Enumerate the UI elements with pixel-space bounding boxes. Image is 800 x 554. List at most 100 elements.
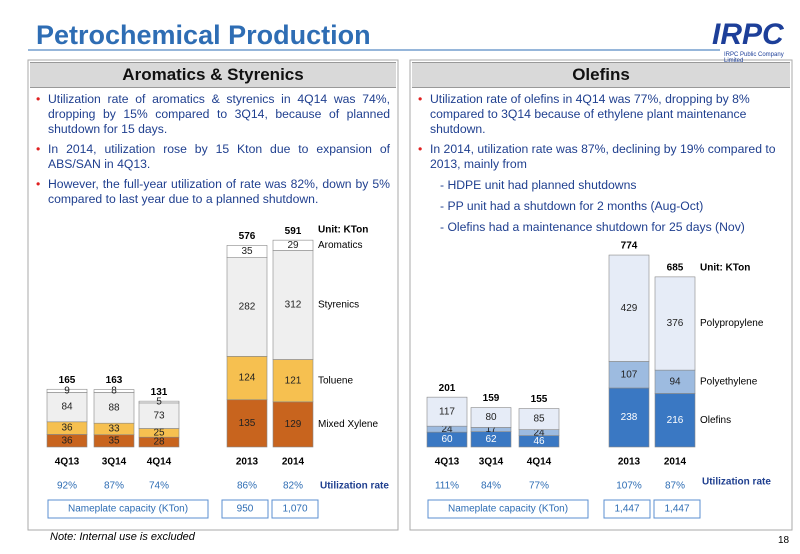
- series-label: Aromatics: [318, 240, 362, 251]
- value-label: 24: [533, 427, 545, 438]
- utilization: 82%: [283, 481, 303, 492]
- right-panel: [409, 59, 793, 531]
- panel-title: Aromatics & Styrenics: [30, 62, 396, 88]
- category-label: 2013: [618, 457, 641, 468]
- series-label: Olefins: [700, 415, 731, 426]
- capacity-box: [221, 499, 269, 519]
- capacity-box: [653, 499, 701, 519]
- value-label: 28: [153, 437, 165, 448]
- total-label: 591: [285, 226, 302, 237]
- sub-item: - PP unit had a shutdown for 2 months (A…: [440, 199, 704, 213]
- capacity-box: [47, 499, 209, 519]
- bar-segment: [608, 387, 650, 448]
- value-label: 62: [485, 434, 497, 445]
- value-label: 33: [108, 424, 120, 435]
- value-label: 35: [241, 246, 253, 257]
- value-label: 238: [621, 412, 638, 423]
- value-label: 9: [64, 385, 70, 396]
- value-label: 429: [621, 303, 638, 314]
- utilization-label: Utilization rate: [320, 481, 389, 492]
- capacity-value: 1,447: [614, 504, 639, 515]
- value-label: 135: [239, 418, 256, 429]
- value-label: 94: [669, 376, 681, 387]
- series-label: Polyethylene: [700, 376, 758, 387]
- category-label: 2014: [664, 457, 687, 468]
- value-label: 60: [441, 434, 453, 445]
- value-label: 84: [61, 402, 73, 413]
- bar-segment: [608, 254, 650, 362]
- total-label: 159: [483, 393, 500, 404]
- utilization: 74%: [149, 481, 169, 492]
- bar-segment: [426, 396, 468, 427]
- total-label: 201: [439, 383, 456, 394]
- bar-segment: [470, 407, 512, 428]
- bar-segment: [654, 276, 696, 371]
- bullets: Utilization rate of aromatics & styrenic…: [34, 92, 390, 212]
- sub-item: - Olefins had a maintenance shutdown for…: [440, 220, 745, 234]
- value-label: 312: [285, 300, 302, 311]
- value-label: 17: [485, 424, 497, 435]
- value-label: 35: [108, 436, 120, 447]
- bullet: Utilization rate of olefins in 4Q14 was …: [430, 92, 784, 137]
- bar-segment: [226, 356, 268, 401]
- bar-segment: [272, 401, 314, 448]
- total-label: 685: [667, 263, 684, 274]
- value-label: 8: [111, 386, 117, 397]
- total-label: 131: [151, 387, 168, 398]
- bar-segment: [272, 239, 314, 251]
- utilization: 87%: [104, 481, 124, 492]
- capacity-label: Nameplate capacity (KTon): [448, 504, 568, 515]
- value-label: 107: [621, 369, 638, 380]
- utilization: 86%: [237, 481, 257, 492]
- bar-segment: [46, 392, 88, 423]
- capacity-box: [603, 499, 651, 519]
- value-label: 5: [156, 397, 162, 408]
- bar-segment: [226, 399, 268, 448]
- series-label: Polypropylene: [700, 318, 764, 329]
- bar-segment: [272, 250, 314, 360]
- category-label: 3Q14: [102, 457, 127, 468]
- series-label: Mixed Xylene: [318, 419, 378, 430]
- utilization: 111%: [435, 481, 459, 492]
- category-label: 2014: [282, 457, 305, 468]
- value-label: 73: [153, 410, 165, 421]
- category-label: 4Q13: [55, 457, 80, 468]
- bar-segment: [226, 245, 268, 258]
- bar-segment: [93, 389, 135, 393]
- logo: IRPC: [712, 18, 784, 51]
- value-label: 117: [439, 406, 455, 417]
- total-label: 163: [106, 375, 123, 386]
- category-label: 4Q14: [147, 457, 172, 468]
- capacity-box: [271, 499, 319, 519]
- utilization: 77%: [529, 481, 549, 492]
- category-label: 4Q13: [435, 457, 460, 468]
- sub-item: - HDPE unit had planned shutdowns: [440, 178, 637, 192]
- bullet: Utilization rate of aromatics & styrenic…: [48, 92, 390, 137]
- total-label: 155: [531, 394, 548, 405]
- bar-segment: [46, 388, 88, 393]
- series-label: Styrenics: [318, 300, 359, 311]
- capacity-value: 1,447: [664, 504, 689, 515]
- utilization: 84%: [481, 481, 501, 492]
- value-label: 36: [61, 423, 73, 434]
- note: Note: Internal use is excluded: [50, 531, 195, 543]
- utilization: 107%: [616, 481, 642, 492]
- sub-items: - HDPE unit had planned shutdowns - PP un…: [440, 175, 745, 238]
- unit-label: Unit: KTon: [318, 225, 368, 236]
- page-title: Petrochemical Production: [36, 20, 371, 50]
- logo-sub: IRPC Public Company Limited: [724, 52, 784, 64]
- value-label: 36: [61, 435, 73, 446]
- capacity-value: 950: [237, 504, 254, 515]
- value-label: 124: [239, 373, 256, 384]
- value-label: 46: [533, 436, 545, 447]
- total-label: 165: [59, 375, 76, 386]
- value-label: 282: [239, 302, 256, 313]
- value-label: 129: [285, 419, 302, 430]
- value-label: 216: [667, 415, 684, 426]
- capacity-box: [427, 499, 589, 519]
- unit-label: Unit: KTon: [700, 263, 750, 274]
- capacity-value: 1,070: [282, 504, 307, 515]
- value-label: 376: [667, 318, 684, 329]
- bullets: Utilization rate of olefins in 4Q14 was …: [416, 92, 784, 177]
